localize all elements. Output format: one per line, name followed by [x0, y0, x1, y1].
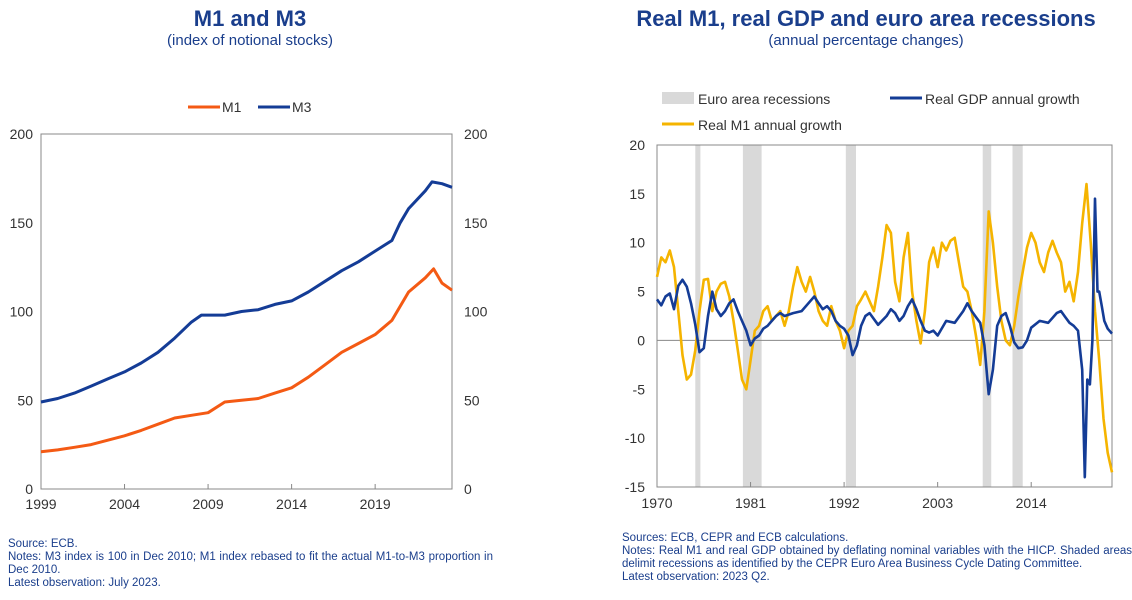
latest-observation: Latest observation: 2023 Q2. [622, 571, 770, 583]
recession-band [742, 145, 762, 487]
recession-band [845, 145, 857, 487]
y-tick-label: -5 [633, 381, 646, 397]
legend-label-real-gdp: Real GDP annual growth [925, 91, 1080, 107]
real-m1-gdp-chart: -15 -10 -5 0 5 10 15 20 1970 1981 1992 2003 2014 Euro… [625, 91, 1114, 511]
plot-frame [40, 133, 453, 490]
chart-notes: Source: ECB. Notes: M3 index is 100 in D… [8, 538, 493, 590]
recession-band [1012, 145, 1023, 487]
x-tick-label: 1999 [25, 496, 56, 512]
chart-title: Real M1, real GDP and euro area recessio… [636, 6, 1096, 31]
chart-subtitle: (index of notional stocks) [167, 32, 333, 49]
y-tick-label: 20 [629, 137, 645, 153]
y-tick-label-right: 100 [464, 304, 488, 320]
y-tick-label: 5 [637, 284, 645, 300]
legend-label-m1: M1 [222, 99, 242, 115]
y-tick-label-right: 200 [464, 126, 488, 142]
y-tick-label: -15 [625, 479, 645, 495]
y-tick-label: 15 [629, 186, 645, 202]
x-tick-label: 1970 [641, 495, 672, 511]
y-tick-label-left: 50 [17, 392, 33, 408]
y-tick-label-left: 200 [10, 126, 34, 142]
series-line-m1 [40, 267, 453, 454]
notes-text: Notes: M3 index is 100 in Dec 2010; M1 i… [8, 551, 493, 576]
y-tick-label-right: 50 [464, 392, 480, 408]
x-tick-label: 2014 [1016, 495, 1047, 511]
x-tick-label: 2014 [276, 496, 307, 512]
source-text: Sources: ECB, CEPR and ECB calculations. [622, 532, 849, 544]
chart-title: M1 and M3 [193, 6, 307, 31]
legend-label-real-m1: Real M1 annual growth [698, 117, 842, 133]
y-tick-label-left: 150 [10, 215, 34, 231]
y-tick-label: 0 [637, 332, 645, 348]
legend-label-recessions: Euro area recessions [698, 91, 830, 107]
x-tick-label: 1981 [735, 495, 766, 511]
m1-m3-chart: 0 0 50 50 100 100 150 150 200 200 1999 2004 2009 2014… [10, 99, 488, 512]
x-tick-label: 2004 [109, 496, 140, 512]
notes-text: Notes: Real M1 and real GDP obtained by … [622, 545, 1132, 570]
chart-notes: Sources: ECB, CEPR and ECB calculations.… [622, 532, 1132, 584]
chart-subtitle: (annual percentage changes) [768, 32, 964, 49]
recession-band [982, 145, 992, 487]
legend-label-m3: M3 [292, 99, 312, 115]
plot-frame [656, 144, 1113, 488]
x-tick-label: 2003 [922, 495, 953, 511]
y-tick-label-left: 100 [10, 304, 34, 320]
y-tick-label-right: 150 [464, 215, 488, 231]
series-line-real-m1 [655, 182, 1114, 473]
y-tick-label: -10 [625, 430, 645, 446]
legend-swatch-recessions [662, 92, 694, 104]
chart-panel-real-m1-gdp: Real M1, real GDP and euro area recessio… [600, 0, 1132, 600]
x-tick-label: 2019 [360, 496, 391, 512]
latest-observation: Latest observation: July 2023. [8, 577, 161, 589]
series-line-real-gdp [655, 197, 1113, 479]
chart-panel-m1-m3: M1 and M3 (index of notional stocks) 0 0 5… [0, 0, 500, 600]
y-tick-label: 10 [629, 235, 645, 251]
x-tick-label: 1992 [829, 495, 860, 511]
y-tick-label-right: 0 [464, 481, 472, 497]
y-tick-label-left: 0 [25, 481, 33, 497]
series-line-m3 [40, 180, 453, 404]
source-text: Source: ECB. [8, 538, 78, 550]
x-tick-label: 2009 [192, 496, 223, 512]
